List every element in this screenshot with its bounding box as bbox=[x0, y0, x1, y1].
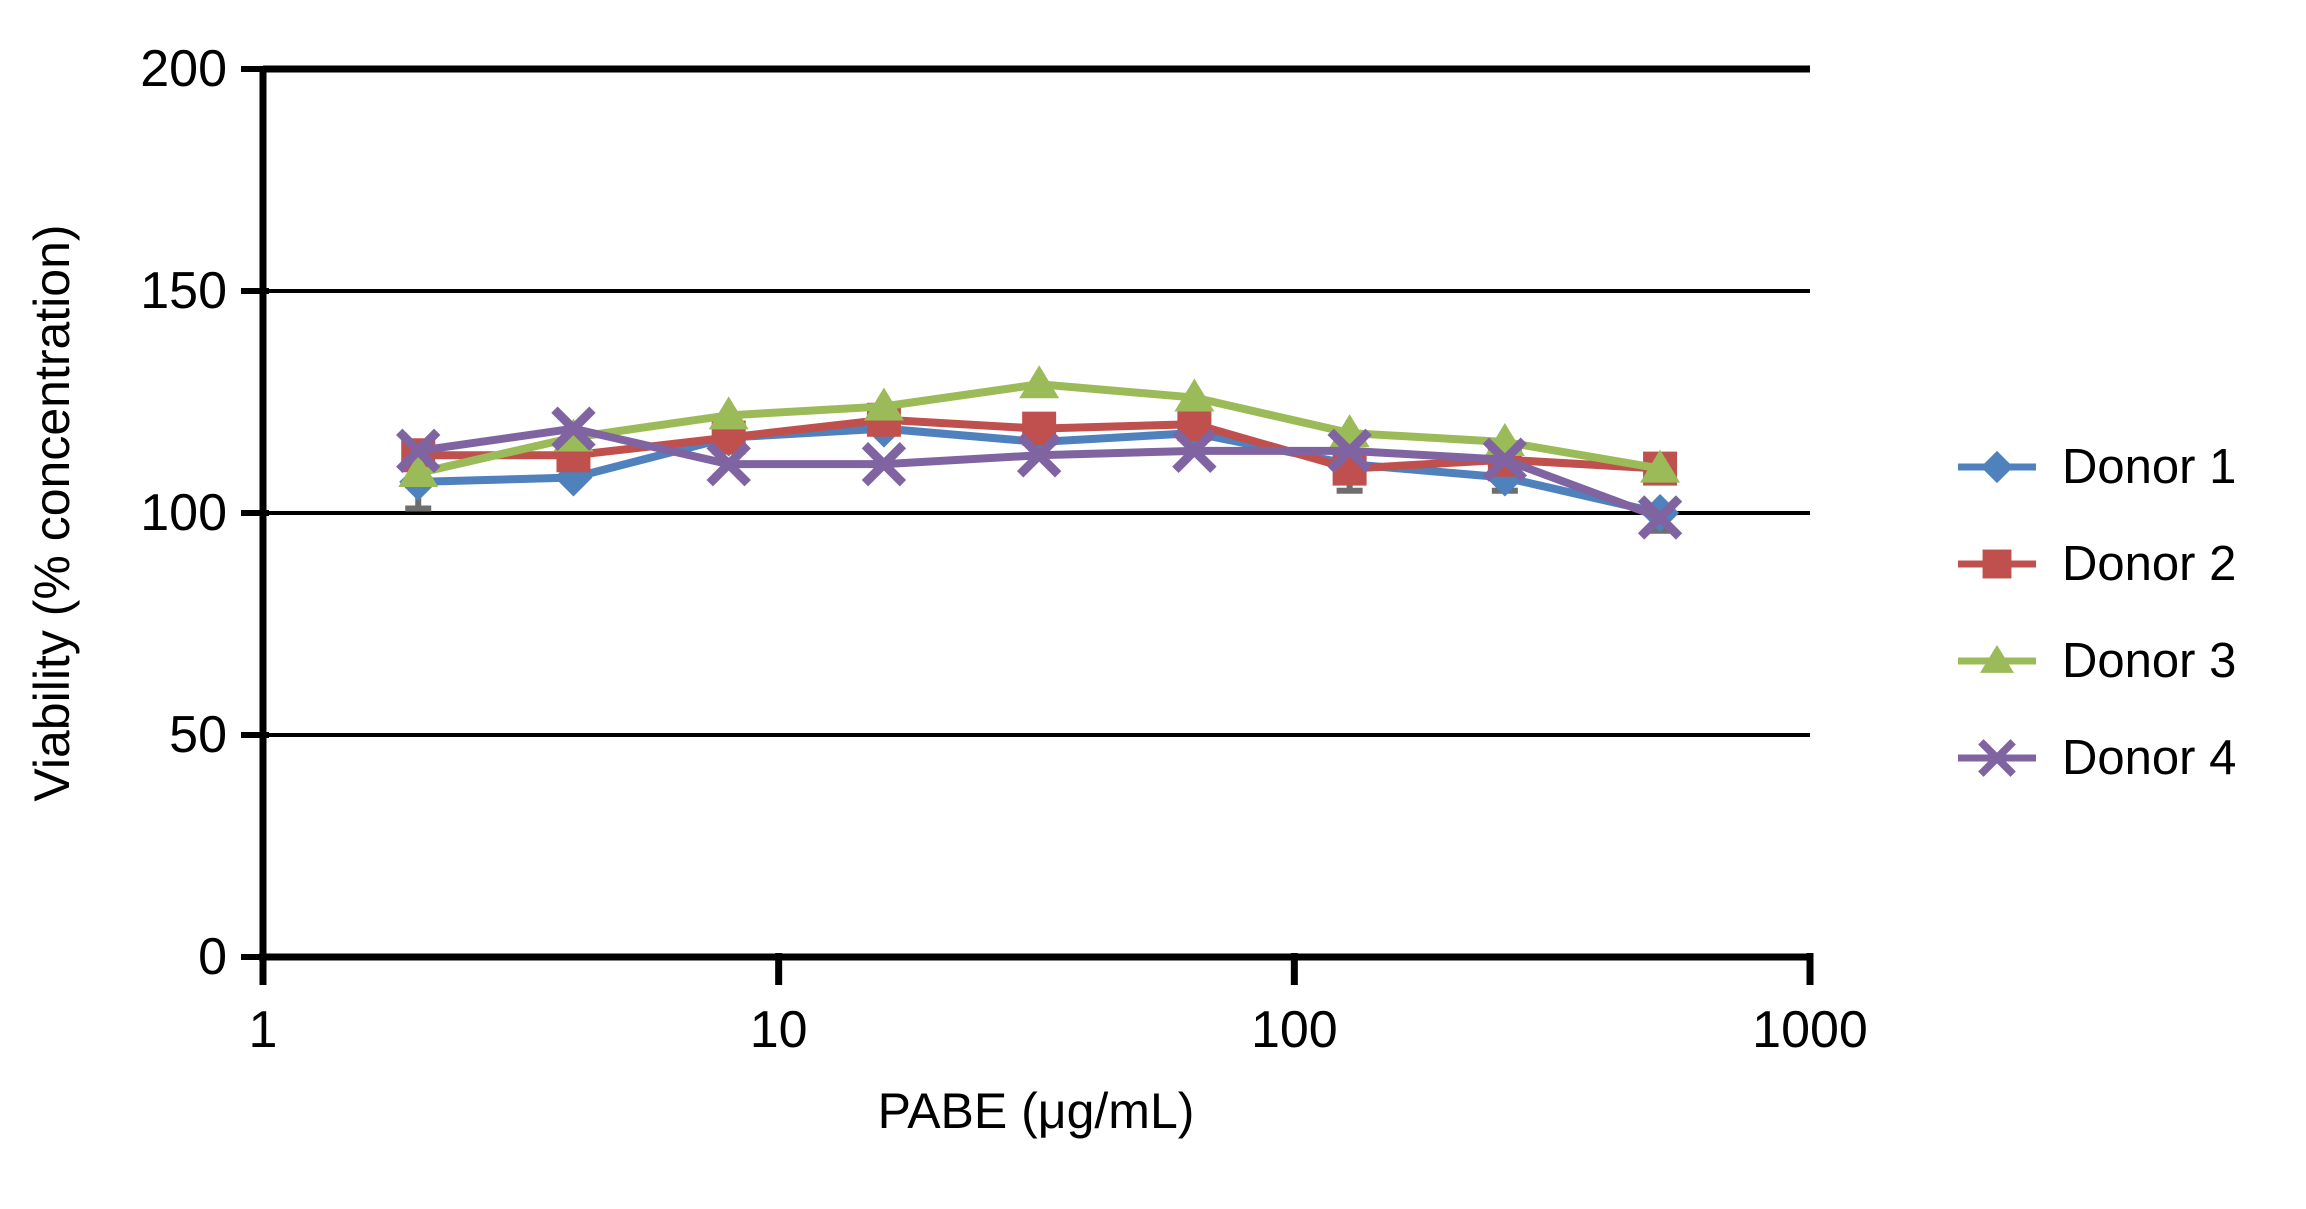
legend-item-donor-3: Donor 3 bbox=[1956, 612, 2236, 709]
square-marker bbox=[1982, 549, 2012, 578]
legend-item-donor-2: Donor 2 bbox=[1956, 515, 2236, 612]
diamond-marker bbox=[1980, 450, 2014, 483]
triangle-legend-marker-icon bbox=[1958, 644, 2036, 673]
x-marker bbox=[396, 428, 441, 474]
triangle-marker bbox=[708, 396, 749, 430]
triangle-marker bbox=[863, 387, 904, 421]
legend-item-donor-4: Donor 4 bbox=[1956, 709, 2236, 806]
x-marker bbox=[1978, 738, 2016, 777]
legend-label: Donor 1 bbox=[2062, 439, 2237, 494]
chart-legend: Donor 1 Donor 2 Donor 3 Donor 4 bbox=[1956, 418, 2236, 806]
y-tick-label: 150 bbox=[140, 262, 227, 320]
triangle-marker bbox=[1980, 644, 2014, 673]
y-tick-label: 200 bbox=[140, 40, 227, 98]
x-marker bbox=[1637, 495, 1683, 540]
x-marker bbox=[1482, 437, 1528, 482]
x-tick-label: 10 bbox=[750, 1001, 808, 1059]
x-marker bbox=[706, 441, 751, 487]
x-marker bbox=[1172, 428, 1217, 474]
triangle-marker bbox=[1019, 365, 1060, 399]
legend-item-donor-1: Donor 1 bbox=[1956, 418, 2236, 515]
x-tick-label: 1000 bbox=[1752, 1001, 1868, 1059]
x-marker bbox=[551, 406, 596, 451]
triangle-marker bbox=[1174, 378, 1215, 412]
x-axis-title: PABE (μg/mL) bbox=[877, 1083, 1195, 1139]
x-tick-label: 1 bbox=[249, 1001, 278, 1059]
y-axis-title: Viability (% concentration) bbox=[24, 224, 80, 802]
x-legend-marker-icon bbox=[1958, 738, 2036, 777]
x-marker bbox=[1016, 433, 1062, 478]
x-marker bbox=[861, 441, 907, 487]
legend-label: Donor 2 bbox=[2062, 536, 2237, 591]
x-marker bbox=[1327, 428, 1372, 474]
y-tick-label: 0 bbox=[198, 928, 227, 986]
square-legend-marker-icon bbox=[1958, 549, 2036, 578]
triangle-marker bbox=[398, 454, 439, 488]
legend-label: Donor 3 bbox=[2062, 633, 2237, 688]
y-tick-label: 50 bbox=[169, 706, 227, 764]
legend-label: Donor 4 bbox=[2062, 730, 2237, 785]
triangle-marker bbox=[1640, 449, 1681, 483]
diamond-legend-marker-icon bbox=[1958, 450, 2036, 483]
y-tick-label: 100 bbox=[140, 484, 227, 542]
x-tick-label: 100 bbox=[1251, 1001, 1338, 1059]
